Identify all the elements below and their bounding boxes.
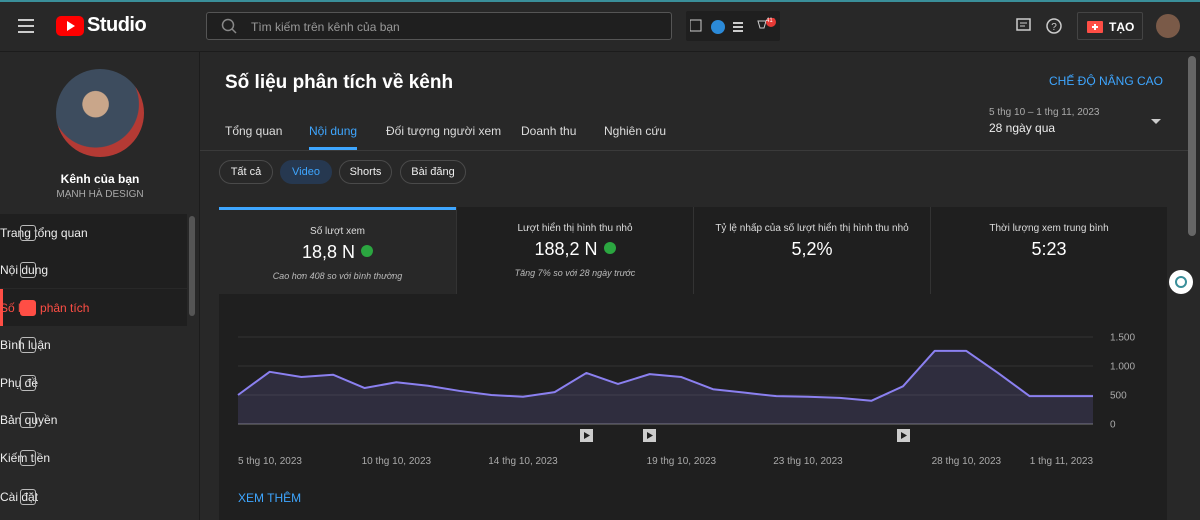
area-fill <box>238 350 1093 424</box>
page-scrollbar[interactable] <box>1188 56 1196 236</box>
metric-card[interactable]: Thời lượng xem trung bình 5:23 <box>930 207 1167 294</box>
metric-note: Cao hơn 408 so với bình thường <box>272 271 403 281</box>
nav-label: Bình luận <box>0 337 51 352</box>
extension-bar: 41 <box>686 11 780 41</box>
y-tick-label: 1.500 <box>1110 333 1135 344</box>
x-tick-label: 19 thg 10, 2023 <box>647 456 717 467</box>
search-box[interactable]: Tìm kiếm trên kênh của bạn <box>206 12 672 40</box>
metric-card[interactable]: Tỷ lệ nhấp của số lượt hiển thị hình thu… <box>693 207 930 294</box>
nav-label: Nội dung <box>0 262 49 277</box>
nav-item[interactable]: Trang tổng quan <box>0 214 187 251</box>
search-icon <box>221 18 237 34</box>
nav-item[interactable]: Phụ đề <box>0 364 187 401</box>
y-tick-label: 500 <box>1110 391 1127 402</box>
tab[interactable]: Doanh thu <box>521 124 577 138</box>
nav-icon <box>20 261 36 278</box>
create-icon <box>1087 21 1103 33</box>
extension-icons[interactable] <box>690 18 776 36</box>
floating-assistant-button[interactable] <box>1169 270 1193 294</box>
tab-divider <box>200 150 1188 151</box>
y-tick-label: 0 <box>1110 420 1116 431</box>
channel-name: MẠNH HÀ DESIGN <box>56 189 144 200</box>
nav-icon <box>20 299 36 316</box>
nav-item[interactable]: Số liệu phân tích <box>0 289 187 326</box>
top-bar: Studio Tìm kiếm trên kênh của bạn 41 ? T… <box>0 0 1200 52</box>
sidebar: Kênh của bạn MẠNH HÀ DESIGN Trang tổng q… <box>0 52 200 520</box>
x-tick-label: 5 thg 10, 2023 <box>238 456 302 467</box>
search-placeholder: Tìm kiếm trên kênh của bạn <box>251 20 400 34</box>
channel-title: Kênh của bạn <box>60 172 140 186</box>
x-tick-label: 14 thg 10, 2023 <box>488 456 558 467</box>
nav-item[interactable]: Bản quyền <box>0 401 187 438</box>
metric-value: 5:23 <box>1031 239 1067 259</box>
logo-text[interactable]: Studio <box>87 14 147 36</box>
notification-count: 41 <box>766 18 773 24</box>
menu-icon[interactable] <box>18 17 38 35</box>
nav-label: Kiếm tiền <box>0 450 51 465</box>
metric-label: Lượt hiển thị hình thu nhỏ <box>517 223 633 234</box>
tab[interactable]: Nội dung <box>309 124 358 138</box>
nav-icon <box>20 488 36 505</box>
filter-chip[interactable]: Tất cả <box>219 160 273 184</box>
metric-value: 5,2% <box>791 239 833 259</box>
nav-item[interactable]: Cài đặt <box>0 478 187 515</box>
svg-text:?: ? <box>1051 22 1057 33</box>
feedback-icon[interactable] <box>1016 18 1032 34</box>
nav-label: Số liệu phân tích <box>0 300 90 315</box>
date-period[interactable]: 28 ngày qua <box>989 121 1056 135</box>
nav-icon <box>20 336 36 353</box>
create-label: TẠO <box>1109 20 1135 34</box>
channel-avatar[interactable] <box>56 69 144 157</box>
tab-underline <box>309 147 357 150</box>
nav-icon <box>20 411 36 428</box>
metric-label: Thời lượng xem trung bình <box>989 223 1109 234</box>
see-more-link[interactable]: XEM THÊM <box>238 491 302 505</box>
video-markers <box>580 429 910 442</box>
x-tick-label: 1 thg 11, 2023 <box>1030 456 1094 467</box>
advanced-mode-link[interactable]: CHẾ ĐỘ NÂNG CAO <box>1048 74 1163 88</box>
date-dropdown-icon[interactable] <box>1150 118 1162 126</box>
nav-item[interactable]: Kiếm tiền <box>0 439 187 476</box>
metric-card[interactable]: Lượt hiển thị hình thu nhỏ 188,2 N Tăng 7%… <box>456 207 693 294</box>
filter-chip[interactable]: Shorts <box>339 160 392 184</box>
nav-icon <box>20 374 36 391</box>
metric-value: 18,8 N <box>219 242 456 263</box>
help-icon[interactable]: ? <box>1046 18 1064 36</box>
page-title: Số liệu phân tích về kênh <box>225 72 454 93</box>
metric-label: Tỷ lệ nhấp của số lượt hiển thị hình thu… <box>715 223 909 234</box>
chart: 0 500 1.000 1.500 5 thg 10, 2023 10 thg 10, 2… <box>237 333 1135 467</box>
tab[interactable]: Đối tượng người xem <box>386 124 502 138</box>
y-tick-label: 1.000 <box>1110 362 1135 373</box>
line-series <box>237 349 1093 402</box>
x-tick-label: 28 thg 10, 2023 <box>932 456 1002 467</box>
date-range[interactable]: 5 thg 10 – 1 thg 11, 2023 <box>989 107 1100 118</box>
filter-chip[interactable]: Bài đăng <box>400 160 466 184</box>
account-avatar[interactable] <box>1156 14 1180 38</box>
logo-icon[interactable] <box>56 16 84 36</box>
assistant-icon <box>1175 276 1187 288</box>
nav-item[interactable]: Bình luận <box>0 326 187 363</box>
trend-up-icon <box>361 245 374 258</box>
metric-label: Số lượt xem <box>310 226 365 237</box>
nav-item[interactable]: Nội dung <box>0 251 187 288</box>
nav-label: Trang tổng quan <box>0 225 88 240</box>
metric-value: 188,2 N <box>457 239 693 260</box>
nav-label: Phụ đề <box>0 375 39 390</box>
nav-label: Cài đặt <box>0 489 39 504</box>
tab[interactable]: Tổng quan <box>225 124 283 138</box>
create-button[interactable]: TẠO <box>1077 12 1143 40</box>
x-tick-label: 10 thg 10, 2023 <box>362 456 432 467</box>
active-indicator <box>0 289 3 326</box>
tab[interactable]: Nghiên cứu <box>604 124 667 138</box>
nav-label: Bản quyền <box>0 412 58 427</box>
nav-icon <box>20 449 36 466</box>
metric-card[interactable]: Số lượt xem 18,8 N Cao hơn 408 so với bình… <box>219 207 456 294</box>
nav-icon <box>20 224 36 241</box>
metric-note: Tăng 7% so với 28 ngày trước <box>514 268 636 278</box>
trend-up-icon <box>603 242 616 255</box>
sidebar-scrollbar[interactable] <box>189 216 195 316</box>
filter-chip[interactable]: Video <box>280 160 332 184</box>
x-tick-label: 23 thg 10, 2023 <box>773 456 843 467</box>
